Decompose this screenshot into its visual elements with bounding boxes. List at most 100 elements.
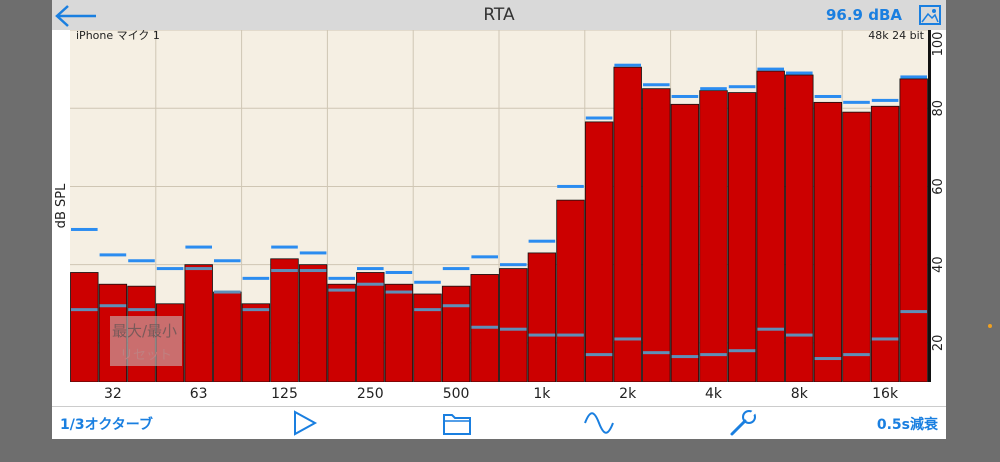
- y-tick-label: 40: [931, 256, 946, 273]
- level-bar: [527, 252, 557, 382]
- minmax-reset-button[interactable]: 最大/最小 リセット: [110, 316, 182, 366]
- level-bar: [870, 105, 900, 382]
- min-marker: [242, 308, 270, 312]
- frequency-axis: 32 63 125 250 500 1k 2k 4k 8k 16k: [52, 382, 946, 406]
- min-marker: [814, 357, 842, 361]
- min-marker: [442, 304, 470, 308]
- min-marker: [843, 353, 870, 357]
- level-bar: [842, 111, 871, 382]
- input-label: iPhone マイク 1: [76, 30, 160, 42]
- min-marker: [99, 304, 127, 308]
- max-marker: [757, 67, 784, 71]
- max-marker: [728, 85, 756, 89]
- level-bar: [184, 264, 213, 382]
- min-marker: [357, 282, 384, 286]
- max-marker: [185, 245, 212, 249]
- bottom-toolbar: 1/3オクターブ 0.5s減衰: [52, 406, 946, 439]
- wrench-icon: [730, 408, 758, 436]
- level-bar: [813, 101, 843, 382]
- max-marker: [814, 94, 842, 98]
- max-marker: [671, 94, 699, 98]
- min-marker: [71, 308, 98, 312]
- sine-wave-icon: [584, 412, 614, 434]
- max-marker: [500, 263, 527, 267]
- folder-icon: [443, 414, 471, 435]
- min-marker: [585, 353, 613, 357]
- x-tick-label: 2k: [619, 386, 637, 402]
- octave-mode-button[interactable]: 1/3オクターブ: [60, 417, 153, 433]
- play-button[interactable]: [288, 409, 322, 437]
- level-bar: [584, 121, 614, 382]
- min-marker: [128, 308, 155, 312]
- rta-app: RTA 96.9 dBA 20 40 60 80 100 iPhone マイク 1 48…: [52, 0, 946, 439]
- min-marker: [557, 333, 584, 337]
- max-marker: [385, 270, 413, 274]
- reset-label: リセット: [120, 348, 173, 363]
- x-tick-label: 63: [189, 386, 208, 402]
- level-bar: [727, 92, 757, 382]
- x-tick-label: 250: [356, 386, 384, 402]
- minmax-label: 最大/最小: [112, 322, 178, 340]
- y-axis-label: dB SPL: [54, 183, 69, 228]
- min-marker: [643, 351, 670, 355]
- max-marker: [128, 259, 155, 263]
- level-bar: [213, 291, 242, 382]
- level-bar: [413, 293, 442, 382]
- x-tick-label: 125: [271, 386, 298, 402]
- x-tick-label: 500: [442, 386, 470, 402]
- image-button[interactable]: [918, 4, 942, 26]
- max-marker: [156, 267, 184, 271]
- min-marker: [271, 269, 298, 273]
- settings-button[interactable]: [726, 408, 760, 437]
- y-tick-label: 80: [931, 100, 946, 117]
- level-bar: [699, 90, 728, 382]
- max-marker: [471, 255, 498, 259]
- max-marker: [214, 259, 241, 263]
- rta-graph: 20 40 60 80 100 iPhone マイク 1 48k 24 bit dB S…: [52, 30, 946, 382]
- format-label: 48k 24 bit: [868, 30, 924, 42]
- max-marker: [700, 87, 727, 91]
- max-marker: [271, 245, 298, 249]
- page-title: RTA: [483, 5, 515, 25]
- min-marker: [728, 349, 756, 353]
- level-bar: [613, 66, 642, 382]
- level-bar: [384, 283, 414, 382]
- x-tick-label: 8k: [790, 386, 808, 402]
- max-marker: [900, 75, 927, 79]
- min-marker: [786, 333, 813, 337]
- level-bar: [441, 285, 471, 382]
- level-bar: [556, 199, 585, 382]
- level-bar: [270, 258, 299, 382]
- min-marker: [614, 337, 641, 341]
- level-bar: [785, 74, 814, 382]
- min-marker: [871, 337, 899, 341]
- max-marker: [643, 83, 670, 87]
- folder-button[interactable]: [440, 409, 474, 437]
- rta-chart: 20 40 60 80 100 iPhone マイク 1 48k 24 bit dB S…: [54, 30, 946, 382]
- level-bar: [899, 78, 928, 382]
- level-bar: [241, 303, 271, 382]
- min-marker: [500, 327, 527, 331]
- max-marker: [585, 116, 613, 120]
- level-bar: [356, 272, 385, 382]
- level-bar: [70, 272, 99, 382]
- min-marker: [528, 333, 556, 337]
- min-marker: [671, 355, 699, 359]
- x-tick-label: 32: [103, 386, 122, 402]
- min-marker: [900, 310, 927, 314]
- max-marker: [299, 251, 327, 255]
- min-marker: [414, 308, 441, 312]
- level-bar: [642, 88, 671, 382]
- back-button[interactable]: [52, 2, 100, 30]
- level-bar: [756, 70, 785, 382]
- level-bar: [670, 103, 700, 382]
- max-marker: [871, 98, 899, 102]
- decay-button[interactable]: 0.5s減衰: [876, 417, 938, 433]
- y-tick-label: 20: [931, 335, 946, 352]
- side-indicator-dot: [988, 324, 992, 328]
- right-axis-line: [928, 30, 931, 382]
- max-marker: [528, 239, 556, 243]
- max-marker: [242, 276, 270, 280]
- signal-generator-button[interactable]: [582, 409, 616, 437]
- x-tick-label: 1k: [533, 386, 551, 402]
